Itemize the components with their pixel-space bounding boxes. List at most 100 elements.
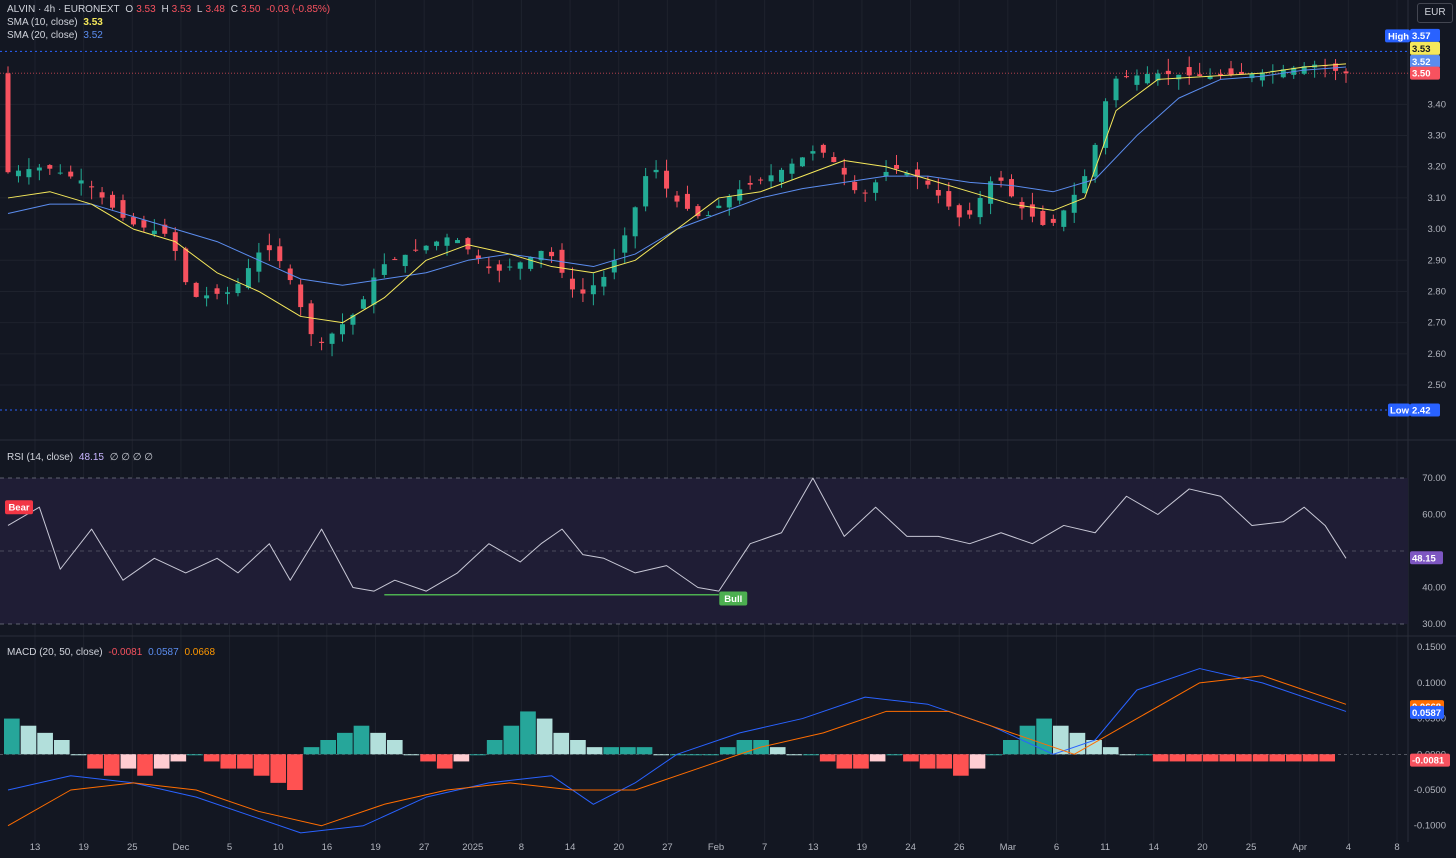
candle-body <box>653 169 659 173</box>
macd-tick-label: -0.1000 <box>1414 821 1446 832</box>
candle-body <box>1040 210 1046 225</box>
low-tag-label: Low <box>1390 406 1410 417</box>
candle-body <box>977 197 983 218</box>
macd-hist-bar <box>520 711 536 755</box>
macd-line-pill-bg <box>1410 705 1444 719</box>
candle-body <box>862 192 868 194</box>
candle-body <box>329 333 335 344</box>
price-tick-label: 2.50 <box>1428 380 1447 391</box>
candle-body <box>1249 73 1255 79</box>
sma20-legend[interactable]: SMA (20, close) 3.52 <box>7 30 106 42</box>
candle-body <box>1092 144 1098 177</box>
macd-hist-bar <box>53 740 70 755</box>
macd-hist-bar <box>436 754 453 769</box>
candle-body <box>486 266 492 269</box>
candle-body <box>716 205 722 208</box>
rsi-bear-tag-bg <box>5 500 33 515</box>
macd-hist-bar <box>1219 754 1236 762</box>
candle-body <box>256 252 262 272</box>
macd-hist-bar <box>786 754 803 756</box>
macd-hist-value: -0.0081 <box>108 647 143 658</box>
sma10-legend[interactable]: SMA (10, close) 3.53 <box>7 17 106 29</box>
macd-hist-bar <box>137 754 153 776</box>
candle-body <box>110 194 116 208</box>
candle-body <box>162 224 168 234</box>
candle-body <box>141 220 147 228</box>
currency-button[interactable]: EUR <box>1417 3 1453 23</box>
candle-body <box>1082 176 1088 194</box>
macd-hist-bar <box>370 732 386 755</box>
macd-hist-bar <box>103 754 120 776</box>
candle-body <box>914 169 920 178</box>
x-tick-label: 27 <box>662 842 673 853</box>
candle-body <box>852 181 858 191</box>
high-label: H <box>161 4 169 15</box>
change-value: -0.03 (-0.85%) <box>266 4 331 15</box>
candle-body <box>434 241 440 246</box>
macd-hist-bar <box>153 754 170 769</box>
candle-body <box>810 151 816 154</box>
macd-hist-bar <box>1119 754 1136 756</box>
candle-body <box>768 175 774 182</box>
rsi-value-pill-bg <box>1410 551 1443 565</box>
x-tick-label: 7 <box>762 842 767 853</box>
candle-body <box>89 186 95 188</box>
x-tick-label: Mar <box>1000 842 1016 853</box>
high-value: 3.53 <box>171 4 192 15</box>
candle-body <box>423 245 429 251</box>
price-tick-label: 3.10 <box>1428 193 1447 204</box>
candle-body <box>1144 73 1150 84</box>
macd-hist-bar <box>736 740 753 755</box>
rsi-legend[interactable]: RSI (14, close) 48.15 ∅ ∅ ∅ ∅ <box>7 452 156 464</box>
rsi-tick-label: 30.00 <box>1422 619 1446 630</box>
candle-body <box>1123 76 1129 78</box>
macd-hist-bar <box>70 754 87 756</box>
macd-hist-bar <box>1086 740 1102 755</box>
candle-body <box>1228 68 1234 75</box>
candle-body <box>726 196 732 208</box>
sma20-value: 3.52 <box>83 30 103 41</box>
candle-body <box>705 215 711 217</box>
x-tick-label: 16 <box>322 842 333 853</box>
candle-body <box>684 193 690 209</box>
candle-body <box>26 169 32 178</box>
macd-hist-bar <box>1169 754 1186 762</box>
macd-hist-bar <box>237 754 253 769</box>
last-price-pill: 3.50 <box>1412 69 1431 80</box>
x-tick-label: 14 <box>565 842 576 853</box>
macd-hist-bar <box>536 718 553 755</box>
macd-hist-bar <box>320 740 336 755</box>
sma10-line <box>7 63 1347 324</box>
candle-body <box>538 250 544 261</box>
sma20-label: SMA (20, close) <box>7 30 78 41</box>
macd-hist-bar <box>1269 754 1286 762</box>
sma20-value-pill-bg <box>1410 54 1440 68</box>
candle-body <box>873 182 879 193</box>
macd-tick-label: 0.1500 <box>1417 642 1446 653</box>
candle-body <box>643 176 649 207</box>
candle-body <box>350 314 356 325</box>
price-tick-label: 2.90 <box>1428 255 1447 266</box>
price-tick-label: 2.60 <box>1428 349 1447 360</box>
candle-body <box>1009 179 1014 197</box>
macd-hist-bar <box>120 754 137 769</box>
candle-body <box>308 303 314 335</box>
x-tick-label: 8 <box>519 842 524 853</box>
candle-body <box>1197 74 1203 76</box>
candle-body <box>967 210 973 215</box>
rsi-tick-label: 70.00 <box>1422 473 1446 484</box>
price-tick-label: 2.70 <box>1428 318 1447 329</box>
macd-label: MACD (20, 50, close) <box>7 647 103 658</box>
price-tick-label: 3.00 <box>1428 224 1447 235</box>
macd-line-pill: 0.0587 <box>1412 708 1441 719</box>
macd-hist-bar <box>1286 754 1302 762</box>
macd-hist-bar <box>4 718 20 755</box>
macd-legend[interactable]: MACD (20, 50, close) -0.0081 0.0587 0.06… <box>7 647 218 659</box>
macd-hist-bar <box>620 747 636 755</box>
x-tick-label: 19 <box>78 842 89 853</box>
low-tag-bg <box>1388 403 1410 417</box>
x-tick-label: 25 <box>1246 842 1257 853</box>
candle-body <box>883 171 889 177</box>
macd-hist-bar <box>919 754 936 769</box>
